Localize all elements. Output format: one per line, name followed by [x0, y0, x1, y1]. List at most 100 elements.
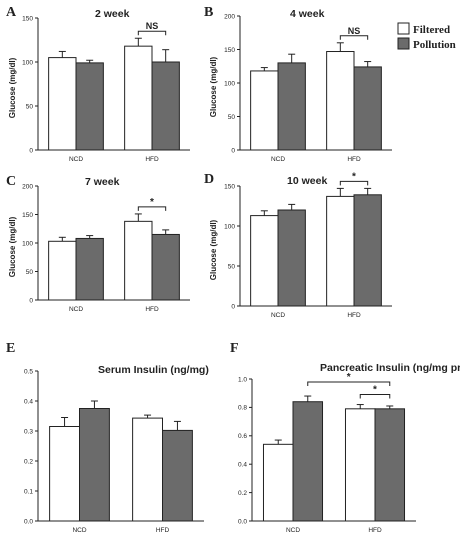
- y-tick-label: 100: [22, 240, 33, 247]
- y-tick-label: 100: [224, 80, 235, 87]
- significance-label: *: [347, 372, 351, 383]
- significance-bracket: [359, 394, 391, 399]
- significance-label: *: [352, 171, 356, 182]
- x-category-label: HFD: [368, 527, 382, 534]
- significance-label: *: [373, 385, 377, 396]
- chart-title: 2 week: [95, 8, 130, 20]
- y-axis-label: Glucose (mg/dl): [8, 216, 17, 277]
- x-category-label: HFD: [156, 527, 170, 534]
- y-tick-label: 0.2: [238, 490, 247, 497]
- y-tick-label: 0.5: [24, 368, 33, 375]
- bar-filtered-hfd: [132, 417, 163, 522]
- y-tick-label: 150: [224, 47, 235, 54]
- chart-title: 10 week: [287, 175, 327, 187]
- y-tick-label: 0.6: [238, 433, 247, 440]
- panel-letter: E: [6, 341, 15, 356]
- y-tick-label: 50: [228, 263, 236, 270]
- significance-bracket: [137, 30, 167, 36]
- y-tick-label: 0.0: [238, 518, 247, 525]
- y-tick-label: 100: [22, 59, 33, 66]
- bar-pollution-ncd: [79, 408, 110, 522]
- bar-filtered-ncd: [48, 57, 77, 151]
- bar-pollution-hfd: [374, 408, 406, 522]
- panel-letter: B: [204, 5, 213, 20]
- legend-swatch-filtered: [397, 22, 410, 35]
- panel-b: B 4 week Glucose (mg/dl) 0 50 100 150 200 NCD HFD…: [204, 5, 392, 163]
- significance-label: *: [150, 197, 154, 208]
- y-axis-label: Glucose (mg/dl): [209, 56, 218, 117]
- y-tick-label: 150: [22, 212, 33, 219]
- bar-filtered-ncd: [250, 215, 279, 307]
- x-category-label: NCD: [286, 527, 300, 534]
- bar-filtered-ncd: [49, 426, 80, 522]
- x-category-label: NCD: [69, 156, 83, 163]
- y-tick-label: 200: [224, 13, 235, 20]
- significance-bracket: [307, 381, 391, 386]
- bar-pollution-hfd: [151, 233, 180, 301]
- panel-letter: F: [230, 341, 239, 356]
- y-tick-label: 0.8: [238, 405, 247, 412]
- bar-filtered-ncd: [48, 240, 77, 301]
- y-tick-label: 0.2: [24, 458, 33, 465]
- panel-f: F Pancreatic Insulin (ng/mg pr) 0.0 0.2 0.4 0…: [230, 341, 460, 534]
- y-tick-label: 50: [26, 103, 34, 110]
- panel-letter: C: [6, 174, 16, 189]
- significance-bracket: [339, 180, 369, 186]
- bar-filtered-hfd: [326, 195, 355, 307]
- x-category-label: HFD: [347, 312, 361, 319]
- bar-pollution-hfd: [151, 61, 180, 151]
- y-tick-label: 50: [228, 114, 236, 121]
- significance-label: NS: [348, 26, 361, 36]
- y-tick-label: 150: [224, 183, 235, 190]
- bar-pollution-hfd: [353, 194, 382, 307]
- significance-label: NS: [146, 21, 159, 31]
- bar-filtered-ncd: [250, 70, 279, 151]
- bar-pollution-ncd: [292, 401, 324, 522]
- significance-bracket: [339, 35, 369, 40]
- legend-swatch-pollution: [397, 37, 410, 50]
- x-category-label: NCD: [72, 527, 86, 534]
- y-tick-label: 200: [22, 183, 33, 190]
- y-tick-label: 50: [26, 269, 34, 276]
- y-tick-label: 0.4: [24, 398, 33, 405]
- bar-filtered-ncd: [262, 443, 294, 522]
- bar-filtered-hfd: [344, 408, 376, 522]
- bar-pollution-ncd: [75, 237, 104, 301]
- bar-pollution-ncd: [277, 209, 306, 307]
- y-tick-label: 0: [29, 147, 33, 154]
- legend-label-pollution: Pollution: [413, 39, 456, 51]
- legend-label-filtered: Filtered: [413, 24, 450, 36]
- panel-c: C 7 week Glucose (mg/dl) 0 50 100 150 200 NCD HFD…: [6, 174, 190, 313]
- panel-e: E Serum Insulin (ng/mg) 0.0 0.1 0.2 0.3 0.4 0.5…: [6, 341, 209, 534]
- y-tick-label: 0.4: [238, 462, 247, 469]
- bar-pollution-ncd: [277, 62, 306, 151]
- bar-filtered-hfd: [326, 51, 355, 151]
- panel-letter: A: [6, 5, 17, 20]
- legend: Filtered Pollution: [397, 22, 456, 51]
- y-tick-label: 0: [231, 303, 235, 310]
- y-tick-label: 0: [231, 147, 235, 154]
- x-category-label: NCD: [271, 312, 285, 319]
- y-tick-label: 100: [224, 223, 235, 230]
- chart-title: Serum Insulin (ng/mg): [98, 364, 209, 376]
- panel-d: D 10 week Glucose (mg/dl) 0 50 100 150 NCD HFD *: [204, 171, 392, 319]
- bar-filtered-hfd: [124, 45, 153, 151]
- x-category-label: NCD: [271, 156, 285, 163]
- x-category-label: HFD: [347, 156, 361, 163]
- bar-pollution-ncd: [75, 62, 104, 151]
- y-tick-label: 0: [29, 297, 33, 304]
- y-tick-label: 0.0: [24, 518, 33, 525]
- y-axis-label: Glucose (mg/dl): [8, 57, 17, 118]
- bar-pollution-hfd: [353, 66, 382, 151]
- x-category-label: HFD: [145, 306, 159, 313]
- chart-title: 4 week: [290, 8, 325, 20]
- chart-title: 7 week: [85, 176, 120, 188]
- significance-bracket: [137, 206, 167, 211]
- y-tick-label: 150: [22, 15, 33, 22]
- y-tick-label: 1.0: [238, 376, 247, 383]
- x-category-label: NCD: [69, 306, 83, 313]
- bar-filtered-hfd: [124, 220, 153, 301]
- chart-title: Pancreatic Insulin (ng/mg pr): [320, 362, 460, 374]
